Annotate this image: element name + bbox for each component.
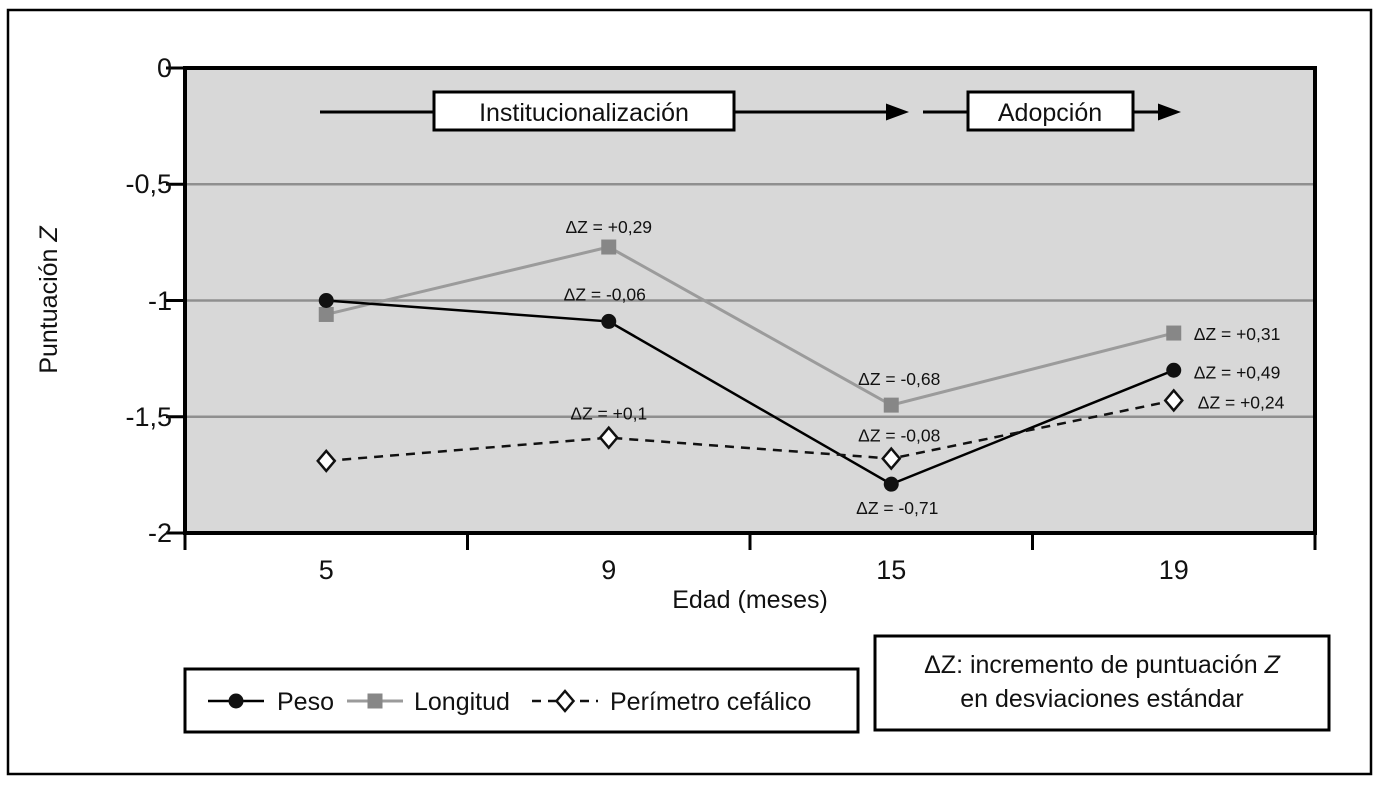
note-line1-main: ΔZ: incremento de puntuación <box>924 651 1265 679</box>
note-line1-z: Z <box>1264 651 1281 679</box>
series-perimetro-cefalico-marker-15 <box>881 446 902 471</box>
arrow-head-icon <box>886 103 909 121</box>
series-longitud-marker-19 <box>1166 325 1182 341</box>
x-tick-label-5: 5 <box>319 555 334 585</box>
x-tick-label-9: 9 <box>601 555 616 585</box>
series-longitud-marker-5 <box>318 306 334 322</box>
series-longitud-marker-9 <box>601 239 617 255</box>
legend-label-peso: Peso <box>277 688 334 716</box>
legend-label-longitud: Longitud <box>414 688 510 716</box>
legend-item-perimetro: Perímetro cefálico <box>532 688 811 716</box>
series-perimetro-cefalico-marker-9 <box>598 425 619 450</box>
y-tick-label-neg1: -1 <box>148 286 172 316</box>
y-axis-title-main: Puntuación <box>35 242 63 374</box>
peso-marker-icon <box>228 693 244 709</box>
legend-item-peso: Peso <box>208 688 334 716</box>
arrow-head-icon <box>1158 103 1181 121</box>
legend-box <box>183 667 860 734</box>
delta-z-annotation-1: ΔZ = -0,06 <box>564 284 646 304</box>
note-line2: en desviaciones estándar <box>960 685 1244 713</box>
phase-annotation-group: Institucionalización Adopción <box>320 90 1181 132</box>
delta-z-annotation-8: ΔZ = +0,24 <box>1198 392 1285 412</box>
legend: Peso Longitud Perímetro cefálico <box>183 667 860 734</box>
series-peso-marker-15 <box>883 476 899 492</box>
delta-z-annotation-0: ΔZ = +0,29 <box>565 217 652 237</box>
delta-z-annotation-4: ΔZ = -0,08 <box>858 426 940 446</box>
note-line1: ΔZ: incremento de puntuación Z <box>924 651 1281 679</box>
note: ΔZ: incremento de puntuación Z en desvia… <box>873 634 1331 732</box>
delta-z-annotation-2: ΔZ = +0,1 <box>570 404 647 424</box>
x-tick-label-19: 19 <box>1159 555 1189 585</box>
series-peso-marker-19 <box>1166 362 1182 378</box>
y-tick-label-neg0_5: -0,5 <box>125 169 172 199</box>
note-box <box>873 634 1331 732</box>
perimetro-marker-icon <box>554 689 576 713</box>
x-tick-label-15: 15 <box>876 555 906 585</box>
delta-z-annotation-6: ΔZ = +0,31 <box>1194 324 1281 344</box>
y-axis-title: Puntuación Z <box>35 226 63 374</box>
phase-label-adopcion: Adopción <box>998 99 1102 127</box>
delta-z-annotation-3: ΔZ = -0,68 <box>858 369 940 389</box>
institucionalizacion-box <box>432 90 736 132</box>
y-tick-label-neg1_5: -1,5 <box>125 402 172 432</box>
series-longitud-marker-15 <box>883 397 899 413</box>
series-peso-marker-9 <box>601 313 617 329</box>
x-axis-title: Edad (meses) <box>672 586 828 614</box>
legend-label-perimetro: Perímetro cefálico <box>610 688 811 716</box>
series-perimetro-cefalico-line <box>326 399 1175 463</box>
y-tick-label-neg2: -2 <box>148 518 172 548</box>
phase-label-institucionalizacion: Institucionalización <box>479 99 689 127</box>
series-peso-marker-5 <box>318 293 334 308</box>
series-perimetro-cefalico-marker-5 <box>316 448 337 473</box>
delta-z-annotation-5: ΔZ = -0,71 <box>856 498 938 518</box>
adopcion-box <box>966 90 1135 132</box>
series-longitud-line <box>325 245 1175 407</box>
legend-item-longitud: Longitud <box>347 688 510 716</box>
annotation-layer: ΔZ = +0,29 ΔZ = -0,06 ΔZ = +0,1 ΔZ = -0,68 Δ… <box>564 217 1285 518</box>
delta-z-annotation-7: ΔZ = +0,49 <box>1194 362 1281 382</box>
y-axis-title-z: Z <box>35 226 63 243</box>
y-tick-label-0: 0 <box>157 53 172 83</box>
series-layer <box>316 239 1184 492</box>
series-peso-line <box>326 299 1175 486</box>
series-perimetro-cefalico-marker-19 <box>1163 388 1184 413</box>
longitud-marker-icon <box>367 693 383 709</box>
